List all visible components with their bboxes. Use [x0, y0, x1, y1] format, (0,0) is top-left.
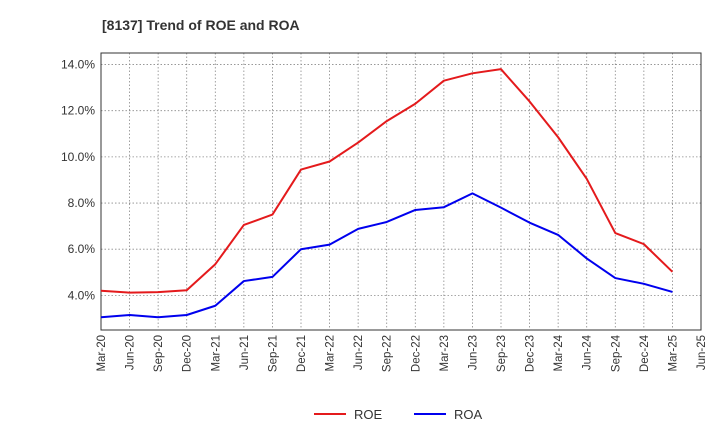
plot-frame [100, 52, 702, 331]
x-tick-label: Dec-24 [639, 334, 651, 372]
x-tick-label: Mar-24 [553, 334, 565, 371]
plot-area [101, 53, 701, 330]
y-tick-label: 14.0% [61, 58, 95, 72]
y-tick-label: 12.0% [61, 104, 95, 118]
axis-layer: Mar-20 Jun-20 Sep-20 Dec-20 Mar-21 Jun-21 Sep-… [61, 52, 708, 372]
x-tick-label: Mar-20 [96, 335, 108, 371]
x-tick-label: Jun-20 [125, 335, 137, 370]
x-tick-label: Dec-21 [296, 335, 308, 372]
x-tick-label: Jun-24 [582, 334, 594, 370]
x-tick-label: Sep-23 [496, 335, 508, 372]
grid-layer [101, 53, 701, 330]
legend-label-roe: ROE [354, 407, 383, 422]
x-tick-label: Sep-21 [267, 335, 279, 372]
x-tick-label: Mar-21 [210, 335, 222, 371]
y-tick-label: 10.0% [61, 150, 95, 164]
y-tick-label: 8.0% [68, 196, 96, 210]
x-tick-label: Jun-21 [239, 335, 251, 370]
x-tick-label: Dec-20 [182, 335, 194, 372]
y-tick-label: 4.0% [68, 288, 96, 302]
x-tick-label: Jun-22 [353, 335, 365, 370]
series-layer [100, 68, 674, 319]
x-tick-label: Mar-22 [325, 335, 337, 371]
x-tick-label: Sep-22 [382, 335, 394, 372]
x-tick-label: Dec-22 [410, 335, 422, 372]
series-line-roa [100, 192, 673, 319]
x-tick-label: Jun-25 [696, 335, 708, 370]
x-tick-label: Sep-20 [153, 335, 165, 372]
chart-title: [8137] Trend of ROE and ROA [102, 17, 300, 33]
x-tick-label: Jun-23 [467, 335, 479, 370]
x-tick-label: Mar-25 [667, 335, 679, 371]
legend-label-roa: ROA [454, 407, 483, 422]
x-tick-label: Sep-24 [610, 334, 622, 372]
x-tick-label: Dec-23 [525, 335, 537, 372]
x-tick-label: Mar-23 [439, 335, 451, 371]
series-line-roe [100, 68, 674, 294]
legend: ROE ROA [314, 407, 483, 422]
y-tick-label: 6.0% [68, 242, 96, 256]
